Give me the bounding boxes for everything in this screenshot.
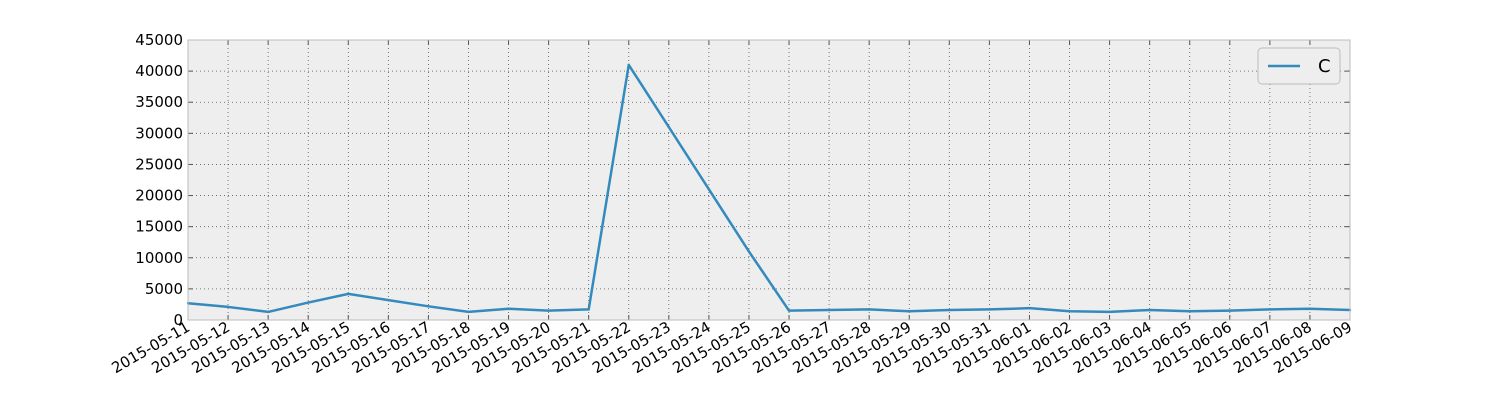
y-tick-label: 35000 xyxy=(135,93,183,111)
data-point xyxy=(1028,306,1031,310)
data-point xyxy=(747,250,751,253)
data-point xyxy=(347,292,350,296)
data-point xyxy=(667,125,671,129)
data-point xyxy=(627,63,630,67)
plot-area xyxy=(188,40,1350,320)
plot-frame xyxy=(187,39,1351,321)
y-tick-label: 5000 xyxy=(145,280,183,298)
data-point xyxy=(1228,309,1231,312)
data-point xyxy=(707,188,711,191)
y-tick-label: 30000 xyxy=(135,124,183,142)
data-point xyxy=(1108,310,1111,314)
y-tick-label: 10000 xyxy=(135,249,183,267)
data-point xyxy=(827,308,831,312)
data-point xyxy=(867,308,871,311)
y-tick-label: 0 xyxy=(173,311,183,329)
y-tick-label: 45000 xyxy=(135,31,183,49)
data-point xyxy=(948,308,951,312)
grid xyxy=(187,39,1351,321)
data-point xyxy=(1188,310,1191,313)
y-axis-ticks: 0 5000 10000 15000 20000 25000 30000 35000 40000… xyxy=(135,31,1350,329)
legend-label: C xyxy=(1318,56,1331,77)
data-point xyxy=(387,298,390,302)
data-point xyxy=(307,301,310,304)
data-point xyxy=(988,308,991,311)
legend: C xyxy=(1257,47,1341,85)
series-layer xyxy=(186,63,1352,314)
y-tick-label: 40000 xyxy=(135,62,183,80)
data-point xyxy=(787,309,791,312)
data-point xyxy=(507,307,510,310)
data-point xyxy=(427,305,430,308)
data-point xyxy=(226,305,230,309)
data-point xyxy=(467,310,470,314)
y-tick-label: 25000 xyxy=(135,155,183,173)
data-point xyxy=(1268,308,1272,311)
y-tick-label: 15000 xyxy=(135,218,183,236)
data-point xyxy=(1308,307,1312,310)
series-line-C xyxy=(187,63,1351,314)
data-point xyxy=(547,309,550,312)
y-tick-label: 20000 xyxy=(135,187,183,205)
data-point xyxy=(908,310,911,313)
data-point xyxy=(266,310,270,314)
data-point xyxy=(1148,308,1151,312)
data-point xyxy=(1068,310,1071,313)
data-point xyxy=(587,308,590,311)
